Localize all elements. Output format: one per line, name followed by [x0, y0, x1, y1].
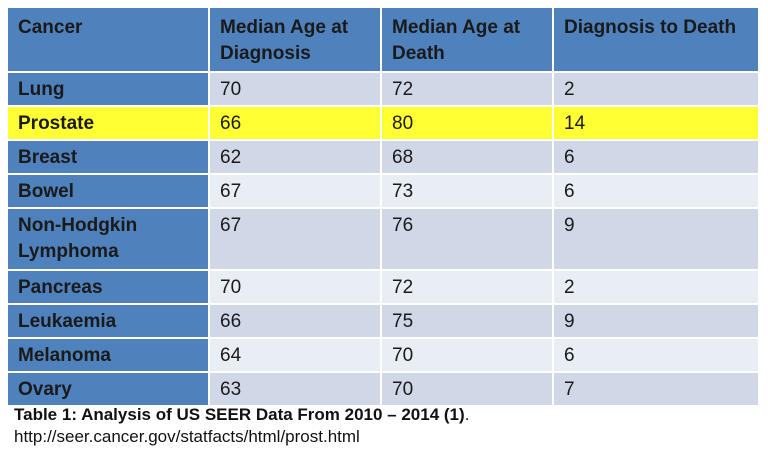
median-age-diagnosis: 62: [210, 141, 380, 173]
table-row: Ovary 63 70 7: [8, 373, 758, 405]
table-row: Leukaemia 66 75 9: [8, 305, 758, 337]
diagnosis-to-death: 2: [554, 73, 758, 105]
cancer-name: Prostate: [8, 107, 208, 139]
median-age-diagnosis: 66: [210, 107, 380, 139]
diagnosis-to-death: 6: [554, 175, 758, 207]
table-row: Bowel 67 73 6: [8, 175, 758, 207]
diagnosis-to-death: 14: [554, 107, 758, 139]
median-age-diagnosis: 70: [210, 73, 380, 105]
table-row: Non-Hodgkin Lymphoma 67 76 9: [8, 209, 758, 269]
cancer-name: Lung: [8, 73, 208, 105]
median-age-death: 80: [382, 107, 552, 139]
median-age-death: 70: [382, 373, 552, 405]
caption-title-suffix: .: [464, 405, 470, 424]
cancer-name: Leukaemia: [8, 305, 208, 337]
median-age-death: 68: [382, 141, 552, 173]
median-age-diagnosis: 66: [210, 305, 380, 337]
source-link[interactable]: http://seer.cancer.gov/statfacts/html/pr…: [14, 427, 360, 446]
median-age-death: 76: [382, 209, 552, 269]
cancer-name: Breast: [8, 141, 208, 173]
table-row-highlighted: Prostate 66 80 14: [8, 107, 758, 139]
median-age-diagnosis: 67: [210, 209, 380, 269]
header-median-age-diagnosis: Median Age at Diagnosis: [210, 8, 380, 71]
header-diagnosis-to-death: Diagnosis to Death: [554, 8, 758, 71]
cancer-name: Pancreas: [8, 271, 208, 303]
diagnosis-to-death: 9: [554, 209, 758, 269]
diagnosis-to-death: 2: [554, 271, 758, 303]
diagnosis-to-death: 7: [554, 373, 758, 405]
header-cancer: Cancer: [8, 8, 208, 71]
table-caption: Table 1: Analysis of US SEER Data From 2…: [14, 404, 469, 448]
table-row: Melanoma 64 70 6: [8, 339, 758, 371]
median-age-death: 75: [382, 305, 552, 337]
median-age-death: 70: [382, 339, 552, 371]
median-age-diagnosis: 67: [210, 175, 380, 207]
median-age-diagnosis: 70: [210, 271, 380, 303]
cancer-name: Melanoma: [8, 339, 208, 371]
caption-title: Table 1: Analysis of US SEER Data From 2…: [14, 405, 465, 424]
table-row: Lung 70 72 2: [8, 73, 758, 105]
median-age-diagnosis: 64: [210, 339, 380, 371]
diagnosis-to-death: 6: [554, 141, 758, 173]
median-age-death: 73: [382, 175, 552, 207]
table-row: Pancreas 70 72 2: [8, 271, 758, 303]
diagnosis-to-death: 9: [554, 305, 758, 337]
cancer-name: Ovary: [8, 373, 208, 405]
table-header-row: Cancer Median Age at Diagnosis Median Ag…: [8, 8, 758, 71]
median-age-death: 72: [382, 73, 552, 105]
cancer-name: Bowel: [8, 175, 208, 207]
median-age-death: 72: [382, 271, 552, 303]
diagnosis-to-death: 6: [554, 339, 758, 371]
median-age-diagnosis: 63: [210, 373, 380, 405]
cancer-name: Non-Hodgkin Lymphoma: [8, 209, 208, 269]
header-median-age-death: Median Age at Death: [382, 8, 552, 71]
cancer-age-table: Cancer Median Age at Diagnosis Median Ag…: [6, 6, 760, 407]
table-row: Breast 62 68 6: [8, 141, 758, 173]
